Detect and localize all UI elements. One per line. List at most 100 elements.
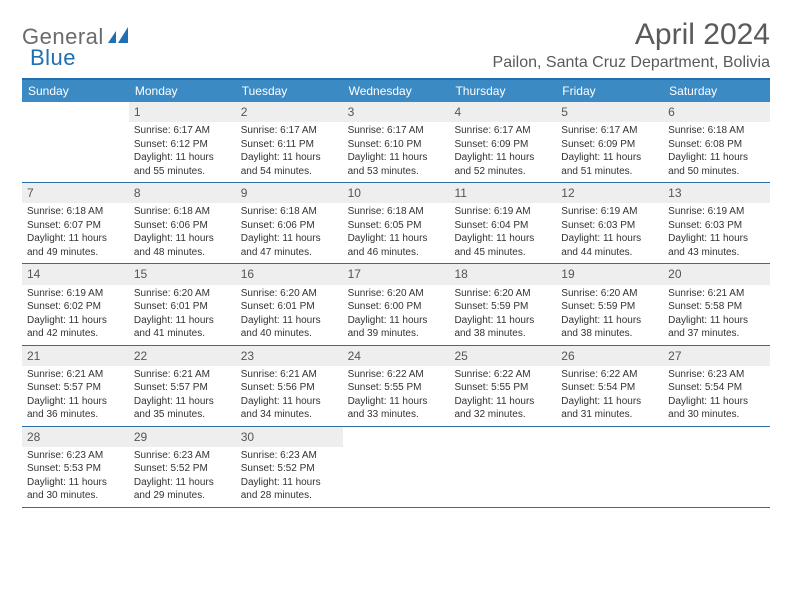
daylight-text: Daylight: 11 hours and 31 minutes. bbox=[561, 395, 658, 422]
sunrise-text: Sunrise: 6:22 AM bbox=[348, 368, 445, 382]
sunset-text: Sunset: 5:57 PM bbox=[27, 381, 124, 395]
day-cell: 28Sunrise: 6:23 AMSunset: 5:53 PMDayligh… bbox=[22, 427, 129, 507]
day-number: 10 bbox=[343, 183, 450, 203]
daylight-text: Daylight: 11 hours and 30 minutes. bbox=[668, 395, 765, 422]
daylight-text: Daylight: 11 hours and 34 minutes. bbox=[241, 395, 338, 422]
day-cell bbox=[343, 427, 450, 507]
sunset-text: Sunset: 6:09 PM bbox=[561, 138, 658, 152]
day-body: Sunrise: 6:22 AMSunset: 5:55 PMDaylight:… bbox=[449, 366, 556, 426]
day-body: Sunrise: 6:20 AMSunset: 5:59 PMDaylight:… bbox=[449, 285, 556, 345]
day-number: 23 bbox=[236, 346, 343, 366]
sails-icon bbox=[108, 26, 130, 49]
day-cell: 23Sunrise: 6:21 AMSunset: 5:56 PMDayligh… bbox=[236, 346, 343, 426]
day-cell: 19Sunrise: 6:20 AMSunset: 5:59 PMDayligh… bbox=[556, 264, 663, 344]
day-body: Sunrise: 6:23 AMSunset: 5:52 PMDaylight:… bbox=[236, 447, 343, 507]
sunset-text: Sunset: 6:08 PM bbox=[668, 138, 765, 152]
day-cell: 26Sunrise: 6:22 AMSunset: 5:54 PMDayligh… bbox=[556, 346, 663, 426]
weekday-header: Wednesday bbox=[343, 80, 450, 102]
day-body: Sunrise: 6:21 AMSunset: 5:57 PMDaylight:… bbox=[129, 366, 236, 426]
day-cell: 18Sunrise: 6:20 AMSunset: 5:59 PMDayligh… bbox=[449, 264, 556, 344]
day-cell bbox=[663, 427, 770, 507]
daylight-text: Daylight: 11 hours and 28 minutes. bbox=[241, 476, 338, 503]
sunrise-text: Sunrise: 6:19 AM bbox=[27, 287, 124, 301]
day-cell: 15Sunrise: 6:20 AMSunset: 6:01 PMDayligh… bbox=[129, 264, 236, 344]
day-body: Sunrise: 6:19 AMSunset: 6:04 PMDaylight:… bbox=[449, 203, 556, 263]
day-cell: 29Sunrise: 6:23 AMSunset: 5:52 PMDayligh… bbox=[129, 427, 236, 507]
sunrise-text: Sunrise: 6:23 AM bbox=[241, 449, 338, 463]
sunset-text: Sunset: 6:10 PM bbox=[348, 138, 445, 152]
sunrise-text: Sunrise: 6:18 AM bbox=[348, 205, 445, 219]
sunrise-text: Sunrise: 6:19 AM bbox=[561, 205, 658, 219]
day-cell bbox=[22, 102, 129, 182]
day-body: Sunrise: 6:21 AMSunset: 5:56 PMDaylight:… bbox=[236, 366, 343, 426]
daylight-text: Daylight: 11 hours and 29 minutes. bbox=[134, 476, 231, 503]
sunrise-text: Sunrise: 6:21 AM bbox=[27, 368, 124, 382]
daylight-text: Daylight: 11 hours and 30 minutes. bbox=[27, 476, 124, 503]
daylight-text: Daylight: 11 hours and 48 minutes. bbox=[134, 232, 231, 259]
month-title: April 2024 bbox=[493, 18, 770, 52]
week-row: 7Sunrise: 6:18 AMSunset: 6:07 PMDaylight… bbox=[22, 183, 770, 264]
week-row: 1Sunrise: 6:17 AMSunset: 6:12 PMDaylight… bbox=[22, 102, 770, 183]
sunset-text: Sunset: 5:53 PM bbox=[27, 462, 124, 476]
day-body: Sunrise: 6:17 AMSunset: 6:11 PMDaylight:… bbox=[236, 122, 343, 182]
sunset-text: Sunset: 6:01 PM bbox=[134, 300, 231, 314]
daylight-text: Daylight: 11 hours and 39 minutes. bbox=[348, 314, 445, 341]
sunset-text: Sunset: 6:04 PM bbox=[454, 219, 551, 233]
sunset-text: Sunset: 6:00 PM bbox=[348, 300, 445, 314]
day-body: Sunrise: 6:18 AMSunset: 6:07 PMDaylight:… bbox=[22, 203, 129, 263]
day-cell: 25Sunrise: 6:22 AMSunset: 5:55 PMDayligh… bbox=[449, 346, 556, 426]
day-body: Sunrise: 6:23 AMSunset: 5:53 PMDaylight:… bbox=[22, 447, 129, 507]
daylight-text: Daylight: 11 hours and 42 minutes. bbox=[27, 314, 124, 341]
day-body: Sunrise: 6:20 AMSunset: 6:01 PMDaylight:… bbox=[129, 285, 236, 345]
day-number: 22 bbox=[129, 346, 236, 366]
day-cell: 2Sunrise: 6:17 AMSunset: 6:11 PMDaylight… bbox=[236, 102, 343, 182]
sunrise-text: Sunrise: 6:20 AM bbox=[348, 287, 445, 301]
day-body: Sunrise: 6:23 AMSunset: 5:52 PMDaylight:… bbox=[129, 447, 236, 507]
day-number: 19 bbox=[556, 264, 663, 284]
sunrise-text: Sunrise: 6:17 AM bbox=[348, 124, 445, 138]
day-cell bbox=[449, 427, 556, 507]
day-cell: 6Sunrise: 6:18 AMSunset: 6:08 PMDaylight… bbox=[663, 102, 770, 182]
sunrise-text: Sunrise: 6:22 AM bbox=[561, 368, 658, 382]
sunrise-text: Sunrise: 6:17 AM bbox=[454, 124, 551, 138]
day-number: 17 bbox=[343, 264, 450, 284]
sunset-text: Sunset: 5:54 PM bbox=[561, 381, 658, 395]
day-body: Sunrise: 6:19 AMSunset: 6:03 PMDaylight:… bbox=[556, 203, 663, 263]
sunrise-text: Sunrise: 6:21 AM bbox=[668, 287, 765, 301]
day-number: 30 bbox=[236, 427, 343, 447]
sunrise-text: Sunrise: 6:19 AM bbox=[454, 205, 551, 219]
sunset-text: Sunset: 6:01 PM bbox=[241, 300, 338, 314]
day-body: Sunrise: 6:21 AMSunset: 5:58 PMDaylight:… bbox=[663, 285, 770, 345]
title-block: April 2024 Pailon, Santa Cruz Department… bbox=[493, 18, 770, 72]
daylight-text: Daylight: 11 hours and 44 minutes. bbox=[561, 232, 658, 259]
sunset-text: Sunset: 6:07 PM bbox=[27, 219, 124, 233]
sunset-text: Sunset: 6:06 PM bbox=[134, 219, 231, 233]
day-number: 25 bbox=[449, 346, 556, 366]
daylight-text: Daylight: 11 hours and 47 minutes. bbox=[241, 232, 338, 259]
day-number: 7 bbox=[22, 183, 129, 203]
day-number: 13 bbox=[663, 183, 770, 203]
day-cell: 21Sunrise: 6:21 AMSunset: 5:57 PMDayligh… bbox=[22, 346, 129, 426]
daylight-text: Daylight: 11 hours and 38 minutes. bbox=[454, 314, 551, 341]
day-cell: 22Sunrise: 6:21 AMSunset: 5:57 PMDayligh… bbox=[129, 346, 236, 426]
sunrise-text: Sunrise: 6:17 AM bbox=[241, 124, 338, 138]
day-number: 18 bbox=[449, 264, 556, 284]
day-number: 11 bbox=[449, 183, 556, 203]
day-number: 1 bbox=[129, 102, 236, 122]
day-body: Sunrise: 6:21 AMSunset: 5:57 PMDaylight:… bbox=[22, 366, 129, 426]
sunset-text: Sunset: 5:58 PM bbox=[668, 300, 765, 314]
sunset-text: Sunset: 5:59 PM bbox=[454, 300, 551, 314]
daylight-text: Daylight: 11 hours and 35 minutes. bbox=[134, 395, 231, 422]
sunset-text: Sunset: 6:09 PM bbox=[454, 138, 551, 152]
sunrise-text: Sunrise: 6:21 AM bbox=[241, 368, 338, 382]
day-cell: 8Sunrise: 6:18 AMSunset: 6:06 PMDaylight… bbox=[129, 183, 236, 263]
day-body: Sunrise: 6:19 AMSunset: 6:03 PMDaylight:… bbox=[663, 203, 770, 263]
day-cell: 13Sunrise: 6:19 AMSunset: 6:03 PMDayligh… bbox=[663, 183, 770, 263]
sunset-text: Sunset: 6:03 PM bbox=[668, 219, 765, 233]
day-number: 14 bbox=[22, 264, 129, 284]
weekday-header: Sunday bbox=[22, 80, 129, 102]
day-cell: 24Sunrise: 6:22 AMSunset: 5:55 PMDayligh… bbox=[343, 346, 450, 426]
day-body: Sunrise: 6:19 AMSunset: 6:02 PMDaylight:… bbox=[22, 285, 129, 345]
daylight-text: Daylight: 11 hours and 33 minutes. bbox=[348, 395, 445, 422]
daylight-text: Daylight: 11 hours and 32 minutes. bbox=[454, 395, 551, 422]
